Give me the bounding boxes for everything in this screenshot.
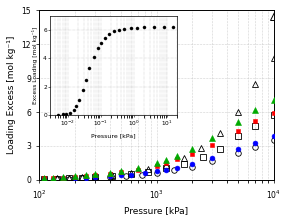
Y-axis label: Loading Excess [mol kg⁻¹]: Loading Excess [mol kg⁻¹] [7,36,16,154]
X-axis label: Pressure [kPa]: Pressure [kPa] [124,206,189,215]
X-axis label: Pressure [kPa]: Pressure [kPa] [92,134,136,139]
Y-axis label: Excess Loading [mol kg⁻¹]: Excess Loading [mol kg⁻¹] [32,27,38,104]
